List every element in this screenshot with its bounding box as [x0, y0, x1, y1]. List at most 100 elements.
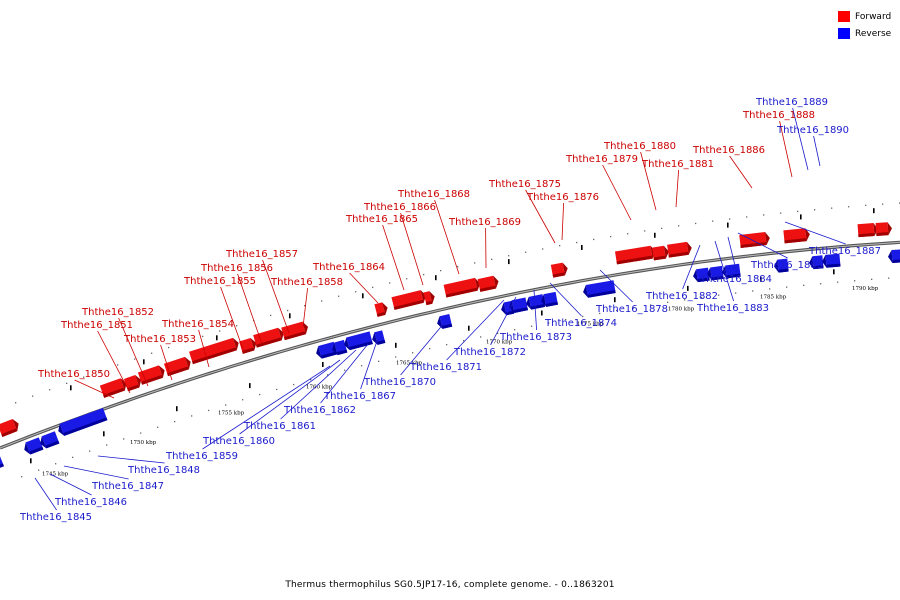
minor-tick-lower	[854, 280, 856, 282]
gene-arrow-tip	[302, 321, 308, 335]
minor-tick-upper	[712, 220, 714, 222]
gene-arrow-tip	[873, 223, 878, 236]
minor-tick-upper	[236, 325, 238, 327]
gene-arrow-tip	[765, 232, 770, 245]
minor-tick-upper	[355, 291, 357, 293]
minor-tick-lower	[463, 340, 465, 342]
leader-line	[599, 269, 633, 303]
gene-shadow	[283, 331, 306, 341]
leader-line	[239, 359, 341, 435]
minor-tick-lower	[769, 288, 771, 290]
minor-tick-lower	[378, 360, 380, 362]
leader-line	[302, 287, 308, 328]
gene-arrow-tip	[437, 316, 443, 329]
gene-arrow-tip	[809, 256, 814, 270]
gene-arrow-tip	[250, 337, 257, 351]
forward-gene	[163, 356, 191, 377]
gene-shadow	[505, 310, 515, 316]
minor-tick-upper	[423, 274, 425, 276]
scale-label: 1775 kbp	[577, 322, 604, 328]
minor-tick-upper	[882, 203, 884, 205]
minor-tick-upper	[848, 206, 850, 208]
gene-arrow-tip	[158, 365, 165, 378]
minor-tick-lower	[21, 476, 23, 478]
major-tick	[508, 259, 510, 265]
gene-arrow-tip	[693, 269, 698, 283]
gene-label: Ththe16_1888	[742, 110, 815, 121]
gene-arrow-tip	[686, 241, 692, 255]
gene-shadow	[167, 366, 189, 377]
minor-tick-lower	[582, 315, 584, 318]
minor-tick-lower	[55, 463, 57, 465]
forward-gene	[550, 262, 568, 278]
gene-shadow	[552, 272, 565, 278]
gene-shadow	[697, 277, 710, 283]
gene-label: Ththe16_1851	[60, 320, 133, 331]
leader-line	[220, 286, 245, 353]
leader-line	[34, 477, 57, 511]
gene-shadow	[242, 347, 255, 354]
gene-shadow	[29, 446, 44, 455]
leader-line	[74, 379, 115, 399]
minor-tick-upper	[474, 262, 476, 264]
gene-arrow-tip	[12, 419, 19, 432]
minor-tick-upper	[100, 370, 102, 372]
minor-tick-lower	[72, 456, 74, 458]
major-tick	[654, 232, 656, 238]
gene-label: Ththe16_1881	[641, 159, 714, 170]
gene-arrow-tip	[474, 277, 481, 291]
reverse-gene	[344, 331, 373, 351]
gene-arrow-tip	[278, 327, 284, 341]
gene-label: Ththe16_1885	[750, 260, 823, 271]
minor-tick-lower	[123, 438, 125, 440]
minor-tick-lower	[701, 296, 703, 299]
minor-tick-upper	[406, 278, 408, 280]
minor-tick-upper	[610, 235, 612, 238]
minor-tick-upper	[695, 222, 697, 225]
minor-tick-upper	[66, 382, 68, 384]
minor-tick-lower	[820, 283, 822, 285]
forward-legend-label: Forward	[855, 11, 892, 22]
gene-body	[163, 356, 189, 377]
leader-line	[360, 337, 379, 390]
minor-tick-lower	[327, 374, 329, 376]
minor-tick-lower	[259, 393, 261, 396]
minor-tick-upper	[644, 230, 646, 232]
gene-shadow	[513, 307, 529, 313]
forward-gene	[137, 365, 165, 385]
gene-shadow	[441, 323, 453, 329]
gene-shadow	[530, 303, 545, 310]
leader-line	[675, 169, 679, 208]
minor-tick-lower	[531, 325, 533, 327]
major-tick	[322, 362, 324, 367]
minor-tick-lower	[633, 307, 635, 309]
scale-labels: 1745 kbp 1750 kbp 1755 kbp 1760 kbp 1765 kbp…	[42, 286, 879, 478]
gene-arrow-tip	[888, 250, 893, 263]
major-tick	[249, 383, 251, 389]
gene-shadow	[616, 255, 653, 265]
minor-tick-lower	[429, 348, 431, 350]
minor-tick-lower	[174, 420, 176, 423]
minor-tick-upper	[202, 335, 204, 338]
leader-line	[400, 212, 424, 286]
scale-label: 1785 kbp	[760, 295, 787, 301]
forward-gene	[443, 277, 481, 298]
reverse-gene	[24, 437, 44, 455]
reverse-gene	[509, 297, 529, 313]
minor-tick-upper	[185, 341, 187, 343]
gene-shadow	[376, 340, 386, 345]
gene-arrow-tip	[805, 228, 810, 242]
gene-shadow	[858, 232, 875, 238]
minor-tick-lower	[140, 432, 142, 434]
gene-arrow-tip	[232, 337, 239, 351]
scale-label: 1750 kbp	[130, 440, 157, 446]
major-tick	[362, 293, 364, 299]
gene-label: Ththe16_1861	[243, 421, 316, 432]
gene-shadow	[784, 238, 807, 244]
minor-tick-lower	[446, 344, 448, 346]
forward-gene	[477, 275, 499, 292]
gene-label: Ththe16_1855	[183, 276, 256, 287]
scale-label: 1780 kbp	[668, 307, 695, 313]
scale-label: 1745 kbp	[42, 472, 69, 478]
minor-tick-lower	[38, 469, 40, 471]
